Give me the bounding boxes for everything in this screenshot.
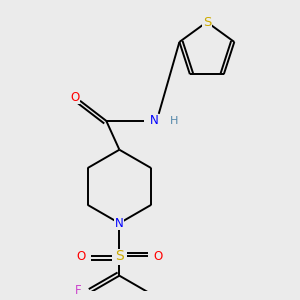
Text: S: S xyxy=(203,16,211,28)
Text: N: N xyxy=(115,217,124,230)
Text: H: H xyxy=(169,116,178,126)
Text: O: O xyxy=(70,91,80,104)
Text: O: O xyxy=(153,250,163,263)
Text: O: O xyxy=(76,250,86,263)
Text: N: N xyxy=(150,114,159,128)
Text: S: S xyxy=(115,249,124,263)
Text: F: F xyxy=(75,284,82,297)
